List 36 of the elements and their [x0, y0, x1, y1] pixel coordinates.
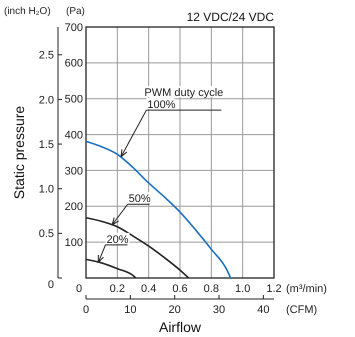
y-tick-label: 1.5: [38, 138, 54, 151]
annotation: 50%: [128, 193, 151, 206]
x2-tick-label: 40: [257, 304, 270, 316]
y-tick-label: 1.0: [38, 184, 54, 196]
x2-tick-label: 10: [124, 304, 136, 316]
x-tick-label: 0.4: [141, 283, 156, 295]
y2-tick-label: 500: [64, 94, 83, 106]
text: (m³/min): [286, 283, 327, 295]
annotation: 20%: [106, 234, 129, 246]
y2-tick-label: 200: [64, 201, 83, 214]
y2-tick-label: 300: [64, 165, 83, 178]
x-tick-label: 0.6: [172, 283, 188, 295]
y2-tick-label: 400: [64, 129, 83, 142]
annotation: 100%: [147, 99, 176, 112]
x-tick-label: 0: [76, 283, 82, 295]
y-tick-label: 0.5: [38, 228, 54, 240]
y2-tick-label: 700: [64, 22, 83, 34]
line-series: [85, 140, 232, 279]
x2-tick-label: 20: [168, 304, 181, 316]
x-axis-title: Airflow: [158, 319, 202, 335]
text: (inch H₂O): [4, 6, 51, 17]
y2-tick-label: 600: [64, 58, 83, 70]
text: (Pa): [66, 6, 85, 17]
x-tick-label: 0.2: [110, 283, 125, 295]
chart-subtitle: 12 VDC/24 VDC: [186, 10, 274, 24]
y-tick-label: 2.5: [38, 50, 54, 62]
x2-tick-label: 0: [82, 304, 90, 316]
x-tick-label: 0.8: [204, 283, 219, 295]
y-tick-label: 2.0: [38, 94, 54, 106]
x2-tick-label: 30: [212, 304, 226, 316]
y-axis-title: Static pressure: [11, 106, 27, 200]
x-tick-label: 1.2: [266, 283, 282, 295]
x-tick-label: 1.0: [235, 283, 250, 295]
annotation: PWM duty cycle: [144, 87, 224, 100]
y2-tick-label: 100: [64, 236, 83, 249]
text: (CFM): [286, 304, 318, 316]
